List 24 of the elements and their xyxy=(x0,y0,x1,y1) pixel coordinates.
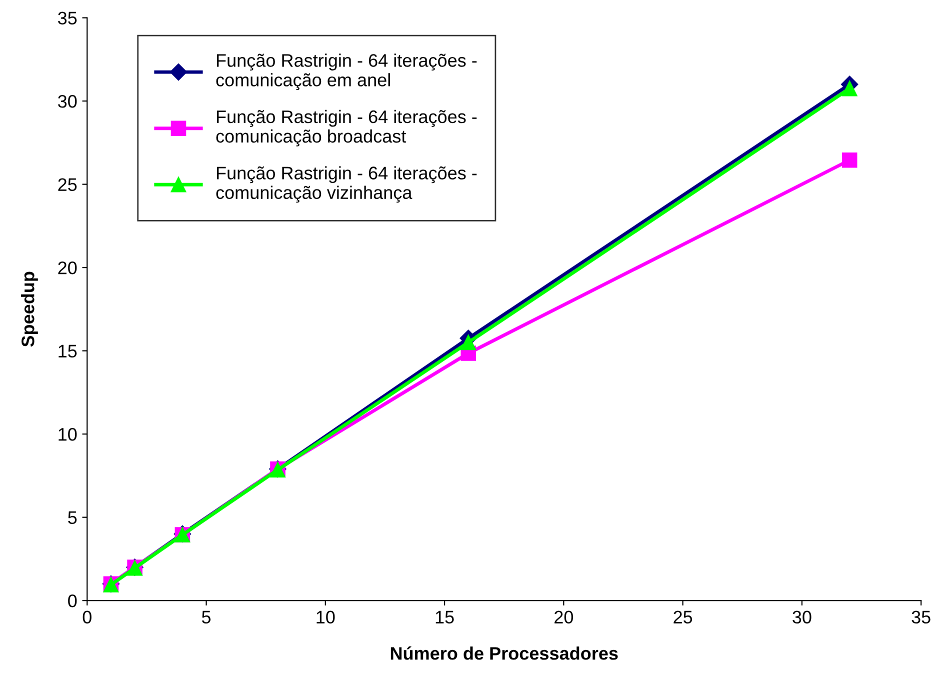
x-tick-label: 20 xyxy=(554,610,574,624)
y-tick-label: 20 xyxy=(58,261,77,274)
y-tick-label: 10 xyxy=(58,428,77,441)
x-tick-label: 5 xyxy=(202,610,211,624)
x-axis-title: Número de Processadores xyxy=(390,646,618,660)
y-tick-label: 35 xyxy=(58,12,77,25)
y-tick-label: 30 xyxy=(58,94,77,108)
legend-label: Função Rastrigin - 64 iterações - comunicação em anel xyxy=(216,54,477,90)
x-tick-label: 35 xyxy=(912,610,930,624)
x-tick-label: 30 xyxy=(792,610,812,624)
legend-label: Função Rastrigin - 64 iterações - comunicação broadcast xyxy=(216,110,477,146)
point xyxy=(842,152,858,168)
point xyxy=(460,334,476,350)
y-tick-label: 5 xyxy=(68,511,77,524)
y-tick-label: 0 xyxy=(68,594,77,608)
x-tick-label: 0 xyxy=(82,610,92,624)
y-tick-label: 25 xyxy=(58,178,77,192)
x-tick-label: 10 xyxy=(316,610,335,624)
x-tick-label: 25 xyxy=(674,610,692,624)
y-tick-label: 15 xyxy=(58,344,77,358)
point xyxy=(842,80,858,96)
y-axis-title: Speedup xyxy=(21,272,38,347)
legend-label: Função Rastrigin - 64 iterações - comunicação vizinhança xyxy=(216,166,477,203)
x-tick-label: 15 xyxy=(436,610,454,624)
